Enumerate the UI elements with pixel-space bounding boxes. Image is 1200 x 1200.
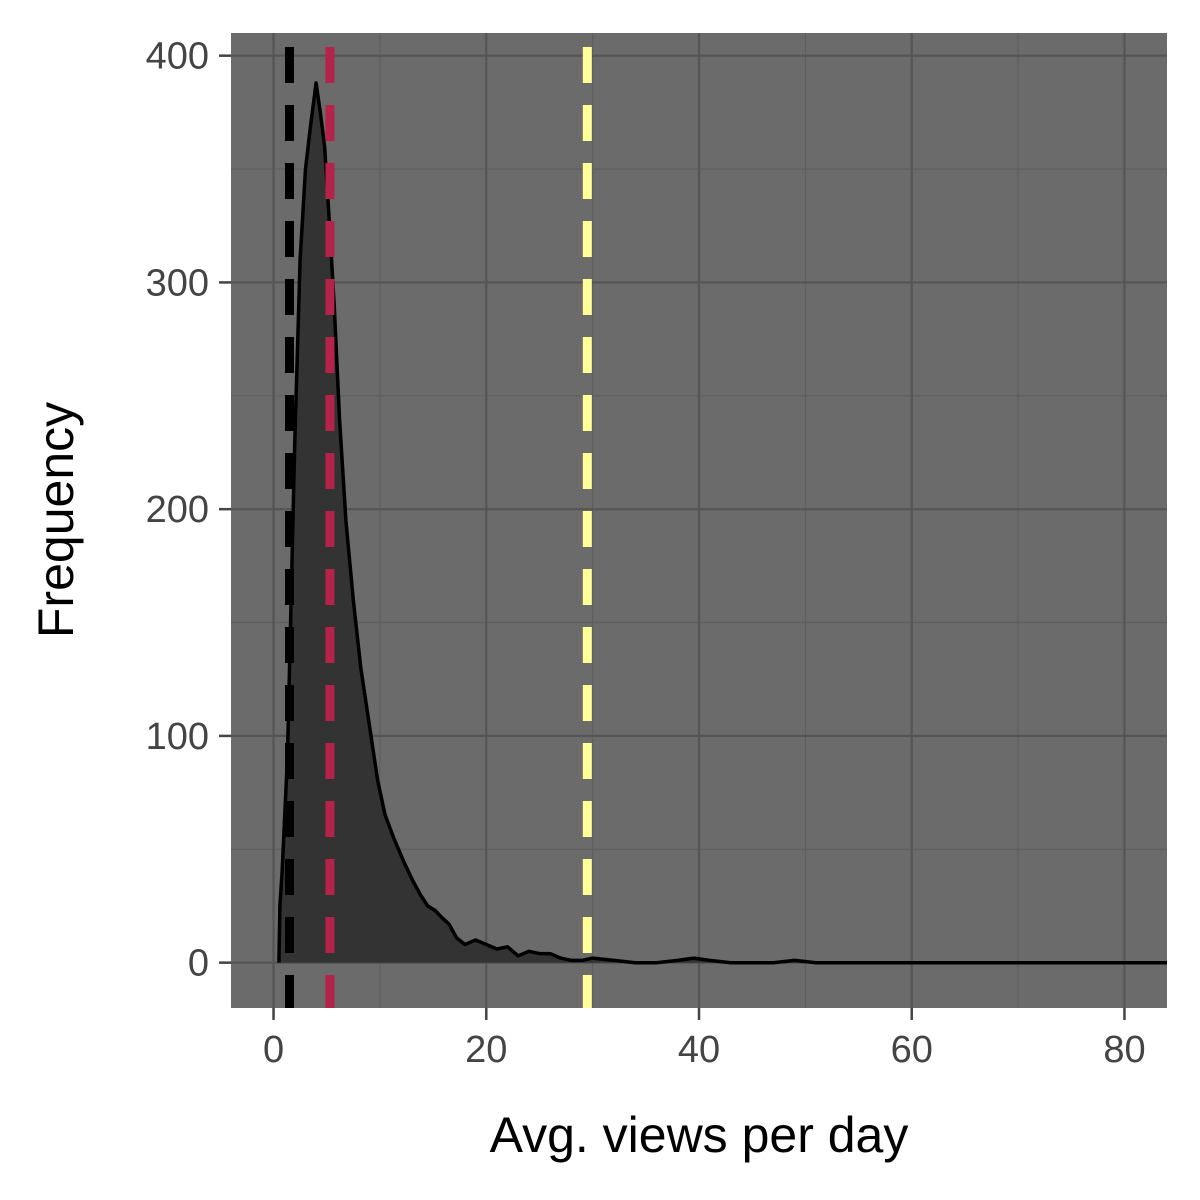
x-axis-ticks: 0 20 40 60 80 [263,1008,1146,1071]
y-tick-label: 400 [146,36,209,78]
y-tick-label: 100 [146,716,209,758]
density-area [278,82,1167,963]
density-outline [277,81,1167,965]
x-tick-label: 80 [1103,1029,1145,1071]
y-tick-label: 300 [146,262,209,304]
x-tick-label: 60 [891,1029,933,1071]
y-axis-ticks: 0 100 200 300 400 [146,36,231,985]
x-tick-label: 40 [678,1029,720,1071]
reference-lines [285,47,592,1008]
y-axis-title: Frequency [28,402,84,638]
y-tick-label: 0 [188,943,209,985]
x-tick-label: 20 [465,1029,507,1071]
y-tick-label: 200 [146,489,209,531]
x-tick-label: 0 [263,1029,284,1071]
x-axis-title: Avg. views per day [490,1107,909,1163]
